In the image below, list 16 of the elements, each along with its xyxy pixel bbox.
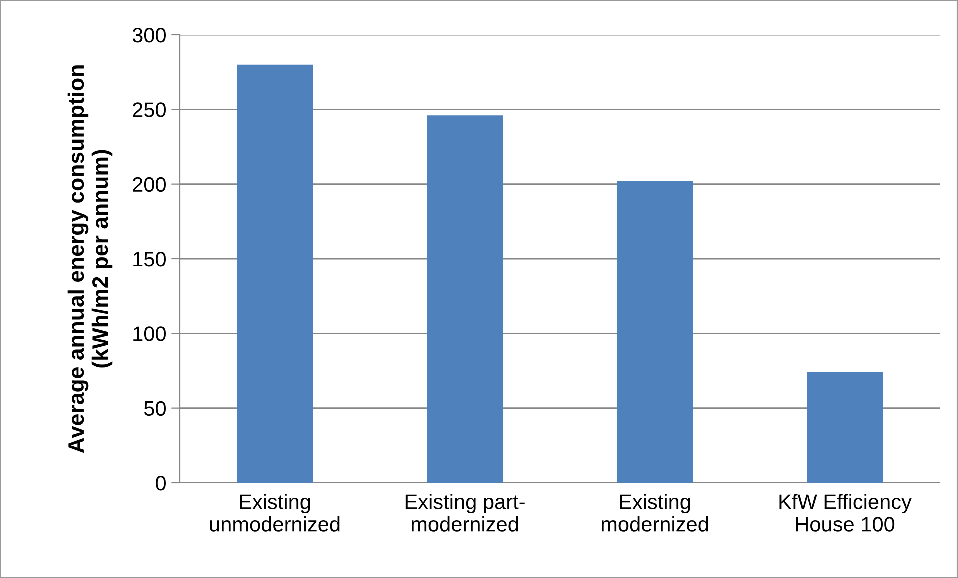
x-tick-label: Existing unmodernized <box>210 494 340 532</box>
y-tick-label: 200 <box>133 177 166 192</box>
bar <box>427 116 503 483</box>
y-axis-title: Average annual energy consumption (kWh/m2 per annum) <box>68 66 113 454</box>
x-tick-label: KfW Efficiency House 100 <box>780 494 912 532</box>
y-tick-label: 100 <box>134 326 166 342</box>
x-tick-label: Existing modernized <box>602 494 708 532</box>
bar <box>807 372 883 483</box>
bar <box>617 181 693 483</box>
y-tick-label: 300 <box>132 28 166 43</box>
x-tick-label: Existing part- modernized <box>406 494 525 532</box>
y-tick-label: 150 <box>134 252 166 267</box>
y-tick-label: 0 <box>156 476 166 491</box>
y-tick-label: 250 <box>133 102 166 118</box>
bar <box>237 64 313 483</box>
y-tick-label: 50 <box>144 401 166 416</box>
